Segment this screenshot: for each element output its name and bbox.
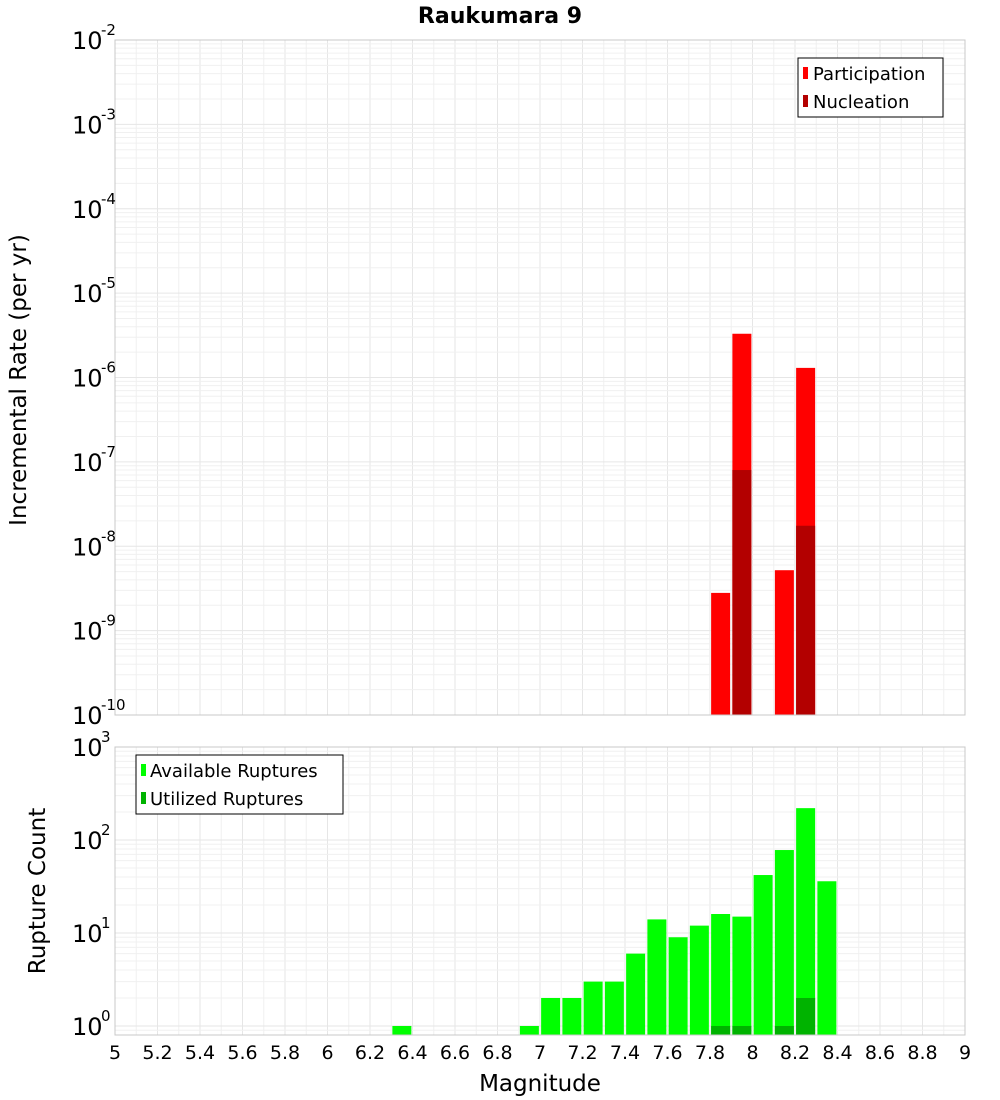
utilized-ruptures-bar [796, 997, 816, 1035]
legend-label-available: Available Ruptures [150, 761, 318, 782]
x-tick-label: 5.2 [142, 1042, 172, 1064]
y-tick-exponent: -3 [101, 105, 116, 123]
utilized-ruptures-bar [732, 1025, 752, 1035]
y-tick-exponent: -2 [101, 21, 116, 39]
y-tick-exponent: -10 [101, 696, 126, 714]
x-tick-label: 8.4 [822, 1042, 852, 1064]
available-ruptures-bar [711, 914, 731, 1035]
x-tick-label: 5.4 [185, 1042, 215, 1064]
y-tick-exponent: -5 [101, 274, 116, 292]
available-ruptures-bar [774, 850, 794, 1035]
participation-bar [711, 592, 731, 715]
y-tick-label: 10 [72, 449, 103, 477]
top-plot-border [114, 39, 966, 716]
nucleation-bar [796, 525, 816, 715]
x-tick-label: 6.8 [482, 1042, 512, 1064]
utilized-ruptures-bar [711, 1025, 731, 1035]
x-tick-label: 5.6 [227, 1042, 257, 1064]
available-ruptures-bar [562, 997, 582, 1035]
y-tick-exponent: 3 [101, 728, 111, 746]
available-ruptures-bar [626, 953, 646, 1035]
x-tick-label: 6.4 [397, 1042, 427, 1064]
y-tick-label: 10 [72, 27, 103, 55]
top-bars [711, 333, 816, 715]
bottom-bars [392, 808, 837, 1035]
y-tick-exponent: 1 [101, 914, 111, 932]
top-panel: 10-210-310-410-510-610-710-810-910-10 In… [6, 21, 966, 730]
bottom-legend-box [135, 754, 344, 815]
x-tick-label: 5 [109, 1042, 121, 1064]
y-tick-exponent: -7 [101, 443, 116, 461]
available-ruptures-bar [604, 981, 624, 1035]
y-tick-label: 10 [72, 1013, 103, 1041]
available-ruptures-bar [689, 925, 709, 1035]
available-ruptures-bar [753, 875, 773, 1035]
y-tick-exponent: -4 [101, 190, 116, 208]
x-tick-label: 8 [746, 1042, 758, 1064]
top-y-ticks: 10-210-310-410-510-610-710-810-910-10 [72, 21, 126, 730]
y-tick-label: 10 [72, 365, 103, 393]
legend-swatch-available [141, 764, 146, 776]
utilized-ruptures-bar [774, 1025, 794, 1035]
legend-swatch-participation [803, 67, 808, 79]
participation-bar [774, 570, 794, 715]
y-tick-exponent: -6 [101, 359, 116, 377]
x-tick-label: 8.6 [865, 1042, 895, 1064]
available-ruptures-bar [796, 808, 816, 1035]
x-tick-label: 8.8 [907, 1042, 937, 1064]
top-legend: Participation Nucleation [797, 57, 944, 118]
x-tick-label: 7 [534, 1042, 546, 1064]
y-tick-label: 10 [72, 734, 103, 762]
y-tick-exponent: 2 [101, 821, 111, 839]
y-tick-label: 10 [72, 111, 103, 139]
y-tick-label: 10 [72, 533, 103, 561]
available-ruptures-bar [519, 1025, 539, 1035]
bottom-y-axis-title: Rupture Count [25, 808, 51, 974]
y-tick-label: 10 [72, 618, 103, 646]
nucleation-bar [732, 470, 752, 715]
chart-title: Raukumara 9 [418, 4, 582, 29]
x-tick-label: 6 [321, 1042, 333, 1064]
y-tick-label: 10 [72, 702, 103, 730]
available-ruptures-bar [668, 937, 688, 1035]
y-tick-label: 10 [72, 280, 103, 308]
x-ticks: 5 5.2 5.4 5.6 5.8 6 6.2 6.4 6.6 6.8 7 7.2 7.4 7.6 7.8 8… [109, 1042, 971, 1064]
available-ruptures-bar [583, 981, 603, 1035]
x-tick-label: 8.2 [780, 1042, 810, 1064]
y-tick-exponent: -8 [101, 527, 116, 545]
legend-label-utilized: Utilized Ruptures [150, 789, 303, 810]
y-tick-exponent: 0 [101, 1007, 111, 1025]
available-ruptures-bar [817, 881, 837, 1035]
legend-swatch-nucleation [803, 95, 808, 107]
available-ruptures-bar [392, 1025, 412, 1035]
x-tick-label: 7.8 [695, 1042, 725, 1064]
bottom-legend: Available Ruptures Utilized Ruptures [135, 754, 344, 815]
legend-label-nucleation: Nucleation [813, 92, 909, 113]
y-tick-label: 10 [72, 920, 103, 948]
x-tick-label: 6.6 [440, 1042, 470, 1064]
y-tick-exponent: -9 [101, 612, 116, 630]
y-tick-label: 10 [72, 196, 103, 224]
x-tick-label: 7.6 [652, 1042, 682, 1064]
x-tick-label: 6.2 [355, 1042, 385, 1064]
x-tick-label: 7.4 [610, 1042, 640, 1064]
top-grid [114, 39, 966, 716]
x-tick-label: 7.2 [567, 1042, 597, 1064]
available-ruptures-bar [647, 919, 667, 1035]
x-tick-label: 5.8 [270, 1042, 300, 1064]
y-tick-label: 10 [72, 827, 103, 855]
x-axis-title: Magnitude [479, 1071, 601, 1097]
legend-swatch-utilized [141, 792, 146, 804]
top-legend-box [797, 57, 944, 118]
top-y-axis-title: Incremental Rate (per yr) [6, 234, 32, 526]
x-tick-label: 9 [959, 1042, 971, 1064]
bottom-plot-border [114, 746, 966, 1036]
available-ruptures-bar [541, 997, 561, 1035]
available-ruptures-bar [732, 916, 752, 1035]
legend-label-participation: Participation [813, 64, 925, 85]
